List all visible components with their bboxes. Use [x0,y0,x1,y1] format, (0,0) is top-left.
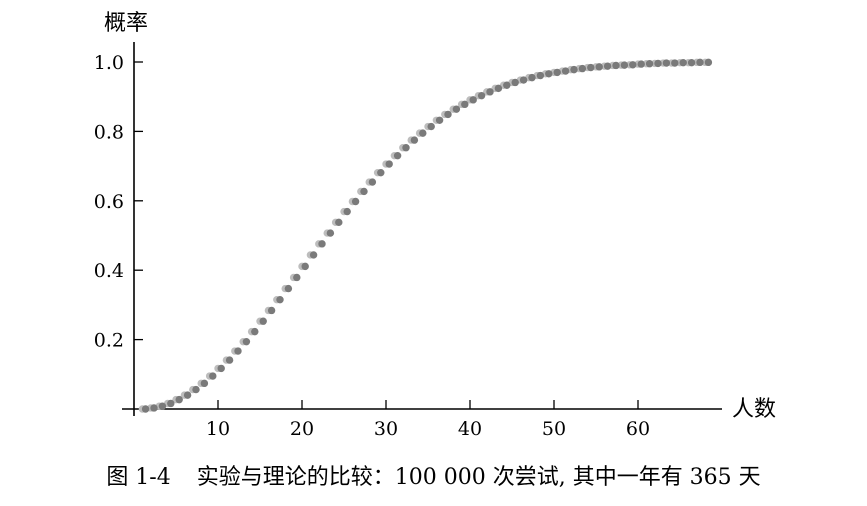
y-tick-label: 0.4 [94,260,124,282]
data-point-theory [368,178,377,186]
data-point-theory [234,347,242,355]
data-point-theory [561,67,570,75]
y-axis-title: 概率 [104,11,148,36]
data-point-theory [629,61,637,69]
x-tick-label: 50 [542,418,566,440]
figure-caption: 图 1-4 实验与理论的比较：100 000 次尝试, 其中一年有 365 天 [0,459,867,491]
data-point-theory [150,404,158,412]
data-point-theory [687,58,696,67]
data-point-theory [444,110,452,119]
data-point-theory [477,91,486,100]
data-point-theory [167,399,175,408]
birthday-probability-chart: 10 20 30 40 50 60 0.2 0.4 0.6 0.8 1.0 概率 人数 [94,11,776,440]
data-point-theory [570,65,578,74]
data-point-theory [545,70,553,78]
data-point-theory [662,59,671,67]
data-point-theory [469,96,477,104]
x-tick-label: 30 [374,418,398,440]
data-point-theory [654,59,662,68]
data-point-theory [251,327,259,336]
series-theory [141,58,713,413]
data-point-theory [511,78,519,87]
x-tick-label: 60 [626,418,650,440]
data-point-theory [385,160,393,168]
x-tick-label: 20 [290,418,314,440]
data-point-theory [612,61,620,70]
data-point-theory [494,84,503,93]
data-point-theory [402,144,410,152]
data-point-theory [671,59,679,67]
data-point-theory [217,364,225,373]
data-point-theory [452,105,461,113]
axes [122,42,722,416]
data-point-theory [528,73,536,82]
data-point-theory [637,60,645,68]
data-point-theory [435,116,444,124]
data-point-theory [259,317,267,325]
data-point-theory [503,81,511,89]
data-point-theory [603,62,612,70]
x-ticks: 10 20 30 40 50 60 [206,400,650,440]
data-point-theory [267,306,276,315]
y-tick-label: 1.0 [94,52,124,74]
data-point-theory [284,284,293,293]
data-point-theory [318,240,326,248]
data-point-theory [486,88,494,96]
data-point-theory [343,207,351,216]
data-point-theory [578,64,587,73]
data-point-theory [141,405,150,413]
data-point-theory [519,76,528,84]
data-point-theory [276,295,284,304]
data-point-theory [326,229,335,237]
y-ticks: 0.2 0.4 0.6 0.8 1.0 [94,52,143,352]
series-experiment [138,58,709,413]
data-point-theory [696,58,704,67]
data-point-theory [192,385,200,394]
y-tick-label: 0.6 [94,191,124,213]
x-tick-label: 40 [458,418,482,440]
data-point-theory [360,187,368,196]
data-point-theory [645,60,654,68]
data-point-theory [704,58,713,67]
y-tick-label: 0.2 [94,330,124,352]
y-tick-label: 0.8 [94,121,124,143]
data-point-theory [242,337,251,346]
caption-label: 图 1-4 [106,465,171,490]
data-point-theory [587,63,595,72]
data-point-theory [536,71,545,80]
data-point-theory [309,251,318,259]
data-point-theory [200,379,209,388]
data-point-theory [410,136,419,144]
data-point-theory [377,168,385,177]
data-point-theory [209,372,217,380]
x-axis-title: 人数 [732,397,776,422]
data-point-theory [158,402,167,410]
data-point-theory [293,273,301,282]
data-point-theory [183,391,192,399]
data-point-theory [225,356,234,364]
data-point-theory [595,63,603,71]
data-point-theory [461,100,469,109]
data-point-theory [553,68,561,77]
data-point-theory [335,218,343,227]
data-point-theory [427,122,435,131]
x-tick-label: 10 [206,418,230,440]
data-point-theory [351,197,360,206]
data-point-theory [620,61,629,69]
data-point-theory [393,151,402,160]
data-point-theory [679,58,687,67]
data-point-theory [301,262,309,271]
data-point-theory [419,129,427,137]
data-point-theory [175,395,183,404]
caption-text: 实验与理论的比较：100 000 次尝试, 其中一年有 365 天 [196,465,761,490]
